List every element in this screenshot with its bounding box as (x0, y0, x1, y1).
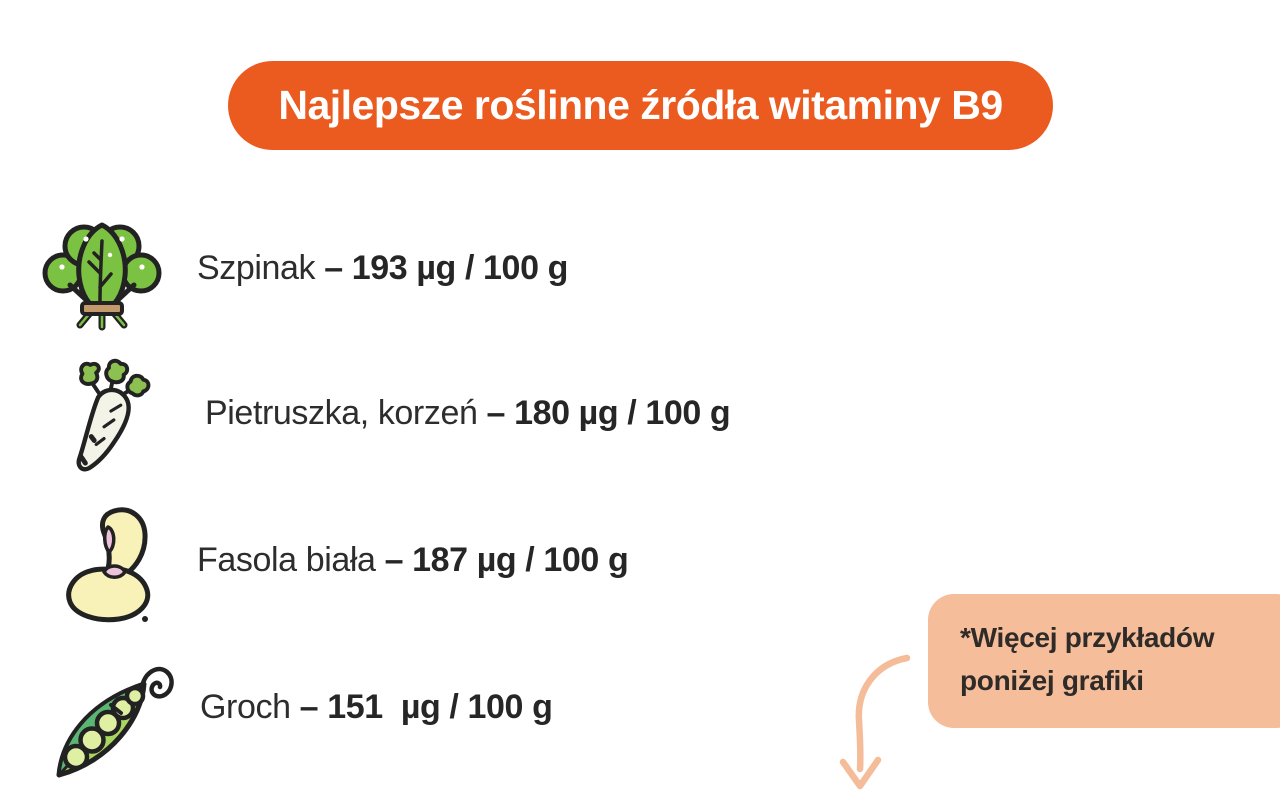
food-name: Szpinak (197, 249, 316, 287)
food-item-white-bean: Fasola biała – 187 µg / 100 g (197, 537, 629, 583)
food-item-peas: Groch – 151 µg / 100 g (200, 684, 553, 730)
food-name: Fasola biała (197, 541, 376, 579)
pea-pod-icon (56, 666, 174, 778)
food-name: Pietruszka, korzeń (205, 394, 478, 432)
food-name: Groch (200, 688, 291, 726)
food-amount: – 187 µg / 100 g (384, 541, 629, 579)
food-amount: – 180 µg / 100 g (486, 394, 731, 432)
food-item-spinach: Szpinak – 193 µg / 100 g (197, 245, 568, 291)
title-banner: Najlepsze roślinne źródła witaminy B9 (228, 61, 1053, 150)
curved-down-arrow-icon (839, 654, 911, 790)
page-title: Najlepsze roślinne źródła witaminy B9 (278, 82, 1003, 128)
note-text-line1: *Więcej przykładów (960, 622, 1215, 653)
white-beans-icon (66, 507, 151, 623)
parsley-root-icon (76, 358, 151, 472)
food-item-parsley: Pietruszka, korzeń – 180 µg / 100 g (205, 390, 731, 436)
note-box: *Więcej przykładów poniżej grafiki (928, 594, 1280, 728)
spinach-icon (42, 222, 162, 331)
food-amount: – 151 µg / 100 g (299, 688, 553, 726)
food-amount: – 193 µg / 100 g (324, 249, 568, 287)
note-text-line2: poniżej grafiki (960, 665, 1144, 696)
